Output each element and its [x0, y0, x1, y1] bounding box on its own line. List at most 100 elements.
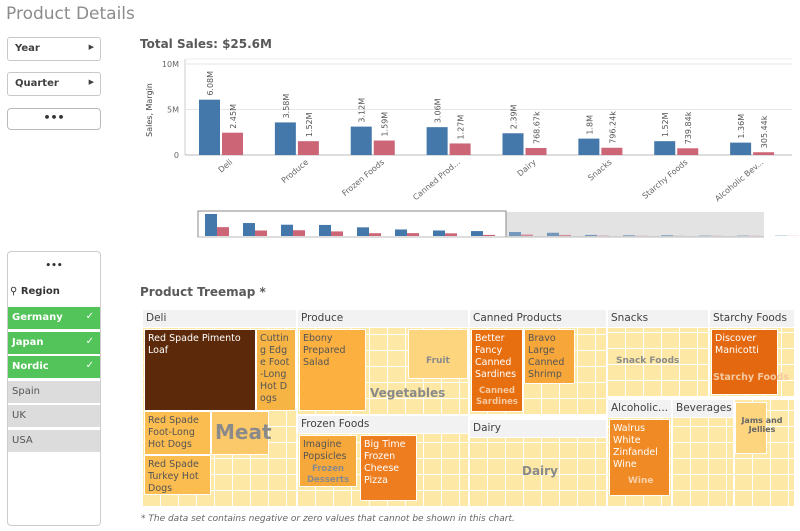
treemap-group-frozen-foods[interactable]: Frozen Foods Imagine Popsicles Big Time …: [298, 416, 468, 506]
subcategory-label: Canned Sardines: [476, 386, 518, 407]
x-tick-label: Produce: [280, 158, 310, 186]
data-label: 2.45M: [229, 104, 238, 129]
group-header: Starchy Foods: [710, 310, 794, 327]
chart-scrollbar[interactable]: [197, 210, 799, 238]
treemap-group-snacks[interactable]: Snacks Snack Foods: [608, 310, 708, 396]
region-item[interactable]: Germany ✓: [8, 307, 100, 330]
bar-chart: 0 5M 10M Sales, Margin 6.08M 2.45M Deli 3.58M 1.…: [145, 58, 799, 238]
data-label: 1.8M: [585, 115, 594, 135]
bar[interactable]: [677, 148, 699, 155]
quarter-filter[interactable]: Quarter ▶: [7, 72, 101, 96]
subcategory-label: Jams and Jellies: [741, 416, 783, 434]
data-label: 1.36M: [737, 114, 746, 139]
treemap-tile[interactable]: Cutting Edge Foot-Long Hot Dogs: [256, 329, 296, 411]
region-item[interactable]: Spain: [8, 380, 100, 404]
x-tick-label: Frozen Foods: [340, 158, 386, 198]
year-label: Year: [15, 43, 40, 54]
group-header: Frozen Foods: [298, 416, 468, 433]
x-tick-label: Starchy Foods: [641, 158, 690, 201]
bar[interactable]: [525, 148, 547, 155]
subcategory-label: Meat: [215, 420, 272, 444]
region-menu-button[interactable]: •••: [45, 261, 63, 271]
footnote: * The data set contains negative or zero…: [141, 514, 515, 524]
treemap: Deli Red Spade Pimento Loaf Cutting Edge…: [143, 310, 794, 506]
more-filters-button[interactable]: •••: [7, 108, 101, 130]
subcategory-label: Dairy: [522, 464, 558, 478]
region-item[interactable]: UK: [8, 405, 100, 428]
region-item[interactable]: Japan ✓: [8, 331, 100, 355]
region-item-label: USA: [12, 434, 33, 446]
x-tick-label: Canned Prod...: [411, 158, 462, 203]
bar[interactable]: [222, 132, 243, 155]
x-tick-label: Snacks: [586, 158, 613, 183]
bar[interactable]: [753, 152, 775, 155]
region-search[interactable]: ⚲ Region: [10, 286, 60, 297]
treemap-group-dairy[interactable]: Dairy Dairy: [470, 420, 606, 506]
bar[interactable]: [730, 142, 752, 155]
data-label: 2.39M: [510, 104, 519, 129]
subcategory-label: Fruit: [426, 356, 450, 366]
group-header: Deli: [143, 310, 296, 327]
treemap-tile[interactable]: Better Fancy Canned Sardines: [471, 329, 523, 412]
treemap-tile[interactable]: Imagine Popsicles: [299, 435, 357, 487]
bar[interactable]: [601, 147, 623, 155]
treemap-group-other[interactable]: Jams and Jellies: [735, 400, 794, 506]
treemap-tile[interactable]: Red Spade Turkey Hot Dogs: [144, 455, 211, 495]
treemap-group-canned-products[interactable]: Canned Products Better Fancy Canned Sard…: [470, 310, 606, 414]
checkmark-icon: ✓: [85, 335, 94, 347]
subcategory-label: Vegetables: [370, 386, 446, 400]
region-item-label: Germany: [12, 312, 63, 323]
treemap-tile[interactable]: Red Spade Pimento Loaf: [144, 329, 256, 411]
treemap-group-produce[interactable]: Produce Ebony Prepared Salad Fruit Veget…: [298, 310, 468, 414]
bar[interactable]: [449, 143, 471, 155]
data-label: 768.67k: [533, 111, 542, 144]
region-filter-panel: ••• ⚲ Region Germany ✓ Japan ✓ Nordic ✓ Spain U…: [7, 251, 101, 526]
x-tick-label: Deli: [217, 158, 235, 175]
bar-chart-title: Total Sales: $25.6M: [140, 37, 272, 51]
x-tick-label: Dairy: [516, 157, 538, 178]
treemap-tile[interactable]: Ebony Prepared Salad: [299, 329, 366, 411]
region-item-label: Spain: [12, 385, 40, 397]
treemap-tile[interactable]: Big Time Frozen Cheese Pizza: [360, 435, 417, 501]
bar[interactable]: [274, 122, 296, 155]
treemap-tile[interactable]: Discover Manicotti: [711, 329, 778, 395]
bar[interactable]: [297, 141, 319, 155]
treemap-tile[interactable]: [408, 329, 468, 379]
data-label: 305.44k: [760, 115, 769, 148]
treemap-tile[interactable]: [211, 411, 269, 455]
data-label: 739.84k: [684, 111, 693, 144]
bar[interactable]: [373, 140, 395, 155]
data-label: 1.59M: [381, 112, 390, 137]
region-item[interactable]: Nordic ✓: [8, 356, 100, 379]
treemap-group-deli[interactable]: Deli Red Spade Pimento Loaf Cutting Edge…: [143, 310, 296, 506]
bar[interactable]: [426, 127, 448, 155]
region-item[interactable]: USA: [8, 429, 100, 453]
checkmark-icon: ✓: [85, 360, 94, 371]
treemap-tile[interactable]: Bravo Large Canned Shrimp: [524, 329, 575, 384]
year-filter[interactable]: Year ▶: [7, 37, 101, 61]
search-icon: ⚲: [10, 286, 18, 297]
data-label: 1.52M: [305, 112, 314, 137]
treemap-group-starchy-foods[interactable]: Starchy Foods Discover Manicotti Starchy…: [710, 310, 794, 396]
treemap-tile[interactable]: Red Spade Foot-Long Hot Dogs: [144, 411, 211, 455]
y-axis-label: Sales, Margin: [145, 83, 154, 137]
data-label: 796.24k: [608, 111, 617, 144]
treemap-group-beverages[interactable]: Beverages: [673, 400, 733, 506]
group-header: Produce: [298, 310, 468, 327]
treemap-group-alcoholic[interactable]: Alcoholic... Walrus White Zinfandel Wine…: [608, 400, 671, 506]
bar[interactable]: [199, 99, 220, 155]
chevron-right-icon: ▶: [88, 78, 94, 86]
region-item-label: Nordic: [12, 361, 49, 372]
checkmark-icon: ✓: [85, 311, 94, 322]
y-tick-label: 5M: [167, 106, 179, 115]
data-label: 1.27M: [457, 115, 466, 140]
treemap-tile[interactable]: Walrus White Zinfandel Wine: [609, 419, 670, 496]
y-tick-label: 10M: [162, 60, 179, 69]
bar[interactable]: [654, 141, 676, 155]
data-label: 6.08M: [206, 71, 215, 96]
bar[interactable]: [578, 138, 600, 155]
group-header: Dairy: [470, 420, 606, 437]
subcategory-label: Frozen Desserts: [306, 464, 350, 485]
bar[interactable]: [502, 133, 524, 155]
bar[interactable]: [350, 126, 372, 155]
